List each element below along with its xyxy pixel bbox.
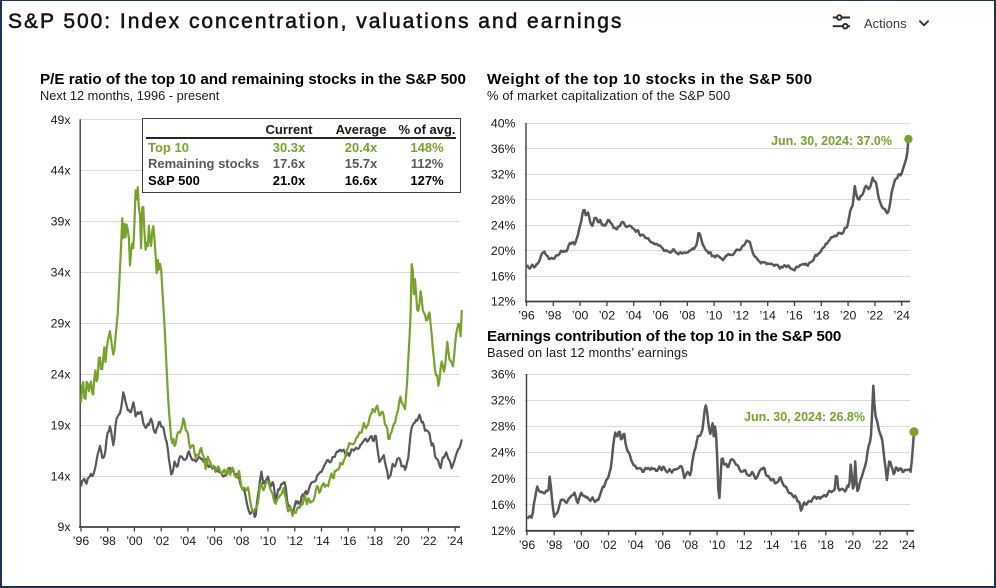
svg-text:’02: ’02 [599,309,616,323]
svg-text:’98: ’98 [545,309,562,323]
svg-text:19x: 19x [51,418,72,432]
svg-text:14x: 14x [51,469,72,483]
svg-text:’04: ’04 [180,534,197,548]
svg-text:’00: ’00 [126,534,143,548]
svg-text:36%: 36% [491,142,516,156]
svg-text:’10: ’10 [706,309,723,323]
svg-text:’18: ’18 [813,309,830,323]
svg-text:’12: ’12 [287,534,304,548]
svg-text:’18: ’18 [367,534,384,548]
svg-text:24%: 24% [491,446,516,460]
svg-text:’06: ’06 [652,309,669,323]
svg-text:’14: ’14 [759,309,776,323]
svg-text:24x: 24x [51,367,72,381]
svg-text:’00: ’00 [573,538,590,552]
svg-text:’08: ’08 [679,309,696,323]
svg-text:16%: 16% [491,498,516,512]
svg-text:’10: ’10 [260,534,277,548]
svg-text:’06: ’06 [206,534,223,548]
svg-text:’06: ’06 [655,538,672,552]
svg-text:’22: ’22 [420,534,437,548]
svg-text:12%: 12% [491,295,516,309]
svg-text:’00: ’00 [572,309,589,323]
svg-text:’24: ’24 [893,309,910,323]
svg-text:36%: 36% [491,367,516,381]
svg-text:’08: ’08 [682,538,699,552]
svg-text:’24: ’24 [447,534,464,548]
svg-text:12%: 12% [491,524,516,538]
svg-text:’18: ’18 [818,538,835,552]
svg-text:’98: ’98 [546,538,563,552]
svg-text:32%: 32% [491,394,516,408]
svg-text:’16: ’16 [340,534,357,548]
svg-text:’04: ’04 [627,538,644,552]
svg-text:20%: 20% [491,244,516,258]
svg-text:’22: ’22 [872,538,889,552]
svg-text:’16: ’16 [790,538,807,552]
svg-text:’12: ’12 [736,538,753,552]
svg-text:28%: 28% [491,420,516,434]
svg-text:’20: ’20 [393,534,410,548]
svg-text:9x: 9x [58,520,72,534]
svg-text:32%: 32% [491,168,516,182]
svg-text:44x: 44x [51,164,72,178]
svg-text:39x: 39x [51,215,72,229]
svg-text:16%: 16% [491,269,516,283]
svg-text:’14: ’14 [313,534,330,548]
svg-text:’20: ’20 [840,309,857,323]
svg-text:’02: ’02 [600,538,617,552]
svg-text:’16: ’16 [786,309,803,323]
svg-text:’96: ’96 [519,538,536,552]
svg-text:’12: ’12 [733,309,750,323]
svg-text:’24: ’24 [899,538,916,552]
svg-text:20%: 20% [491,472,516,486]
svg-text:49x: 49x [51,113,72,127]
svg-text:24%: 24% [491,218,516,232]
svg-text:34x: 34x [51,266,72,280]
svg-text:’96: ’96 [73,534,90,548]
svg-text:’22: ’22 [867,309,884,323]
svg-text:’04: ’04 [625,309,642,323]
svg-text:’10: ’10 [709,538,726,552]
svg-text:’98: ’98 [99,534,116,548]
svg-text:28%: 28% [491,193,516,207]
svg-text:29x: 29x [51,317,72,331]
svg-text:’14: ’14 [763,538,780,552]
svg-text:’08: ’08 [233,534,250,548]
svg-text:40%: 40% [491,117,516,131]
svg-text:’20: ’20 [845,538,862,552]
svg-text:’96: ’96 [518,309,535,323]
svg-text:’02: ’02 [153,534,170,548]
